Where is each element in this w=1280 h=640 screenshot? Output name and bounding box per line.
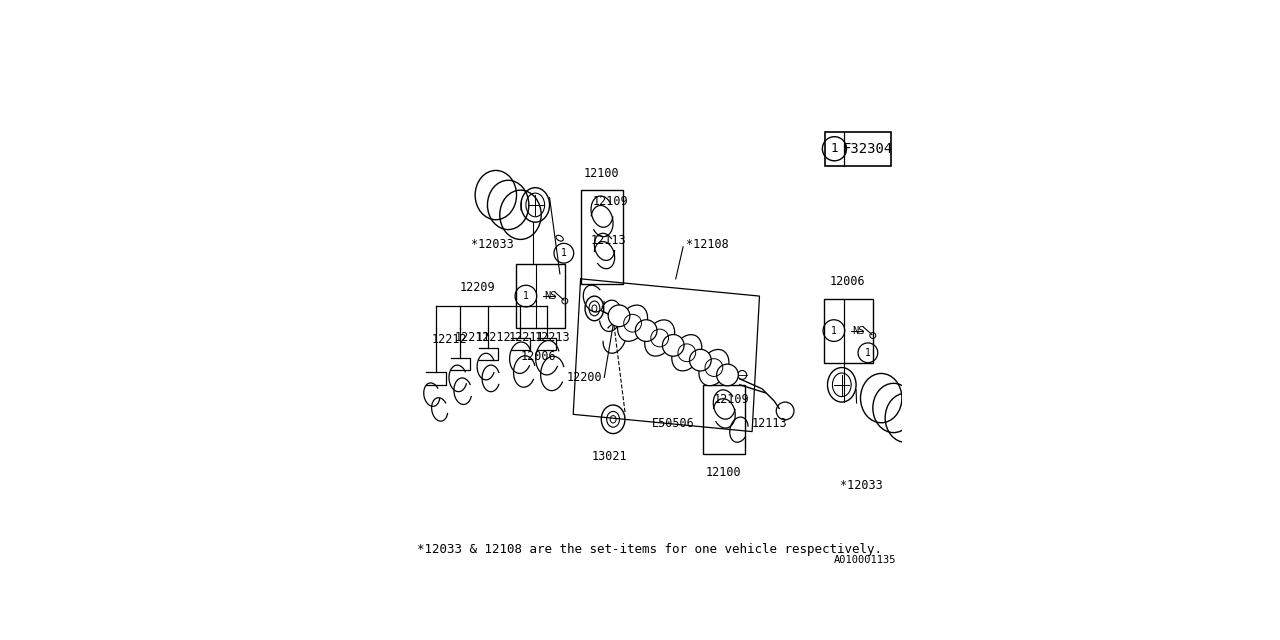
Text: *12033 & 12108 are the set-items for one vehicle respectively.: *12033 & 12108 are the set-items for one… [417,543,882,556]
Bar [823,298,873,363]
Text: 12211: 12211 [508,331,544,344]
Text: 12100: 12100 [705,466,741,479]
Ellipse shape [672,335,701,371]
Text: NS: NS [852,326,865,335]
Text: 13021: 13021 [591,450,627,463]
Bar [824,132,891,166]
Ellipse shape [645,320,675,356]
Circle shape [608,305,630,326]
Text: 12200: 12200 [566,371,602,384]
Circle shape [717,364,739,386]
Text: 12212: 12212 [431,333,467,346]
Text: E50506: E50506 [652,417,695,430]
Text: *12108: *12108 [686,238,728,251]
Text: 1: 1 [561,248,567,258]
Text: 12006: 12006 [829,275,865,288]
Ellipse shape [602,405,625,433]
Text: 12209: 12209 [460,280,495,294]
Circle shape [663,335,684,356]
Text: *12033: *12033 [471,238,515,251]
Text: 12109: 12109 [714,393,749,406]
Text: A010001135: A010001135 [835,555,896,564]
Circle shape [635,320,657,341]
Text: 12113: 12113 [753,417,787,430]
Text: 12212: 12212 [476,331,511,344]
Text: 12109: 12109 [593,195,628,208]
Text: 12100: 12100 [584,167,620,180]
Bar [703,385,745,454]
Text: 12113: 12113 [591,234,627,248]
Text: 12006: 12006 [521,350,557,364]
Text: NS: NS [544,291,557,301]
Text: 12213: 12213 [535,331,571,344]
Text: 1: 1 [524,291,529,301]
Bar [581,190,623,284]
Text: F32304: F32304 [842,141,892,156]
Text: 1: 1 [831,142,838,156]
Circle shape [690,349,712,371]
Ellipse shape [699,349,728,386]
Ellipse shape [585,296,604,321]
Bar [516,264,564,328]
Text: 1: 1 [831,326,837,335]
Text: 12211: 12211 [454,331,490,344]
Text: 1: 1 [865,348,870,358]
Text: *12033: *12033 [840,479,882,492]
Ellipse shape [618,305,648,341]
